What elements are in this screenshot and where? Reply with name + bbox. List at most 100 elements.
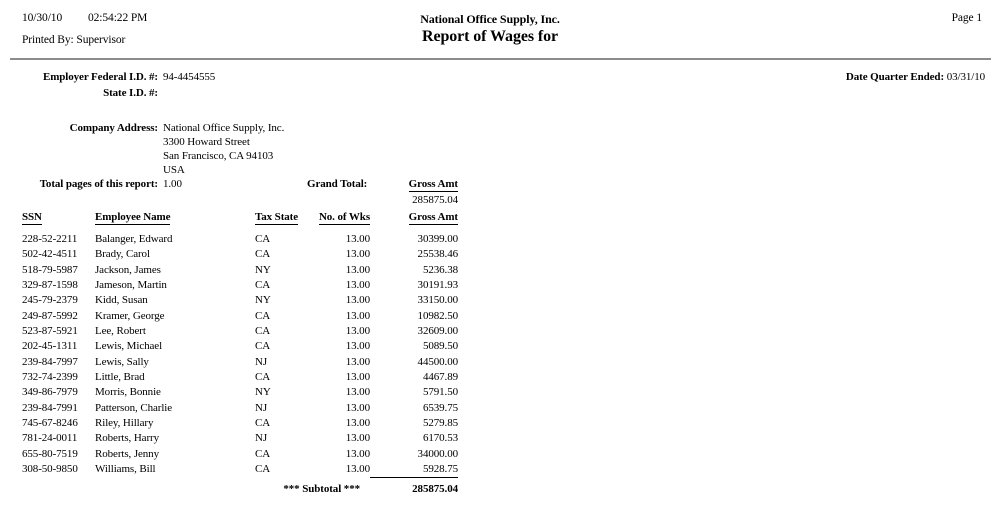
weeks-cell: 13.00: [345, 340, 370, 353]
employee-name-cell: Lewis, Michael: [95, 340, 163, 353]
employee-name-cell: Patterson, Charlie: [95, 401, 173, 414]
table-row: 202-45-1311 Lewis, Michael CA 13.00 5089.50: [22, 339, 458, 354]
gross-amt-cell: 5236.38: [422, 263, 458, 276]
weeks-cell: 13.00: [345, 263, 370, 276]
tax-state-cell: CA: [255, 462, 271, 475]
ssn-cell: 518-79-5987: [22, 263, 78, 276]
employee-name-header: Employee Name: [95, 211, 171, 225]
table-row: 249-87-5992 Kramer, George CA 13.00 10982.50: [22, 309, 458, 324]
tax-state-cell: CA: [255, 370, 271, 383]
subtotal-row: *** Subtotal *** 285875.04: [22, 477, 458, 497]
weeks-cell: 13.00: [345, 324, 370, 337]
table-row: 239-84-7997 Lewis, Sally NJ 13.00 44500.00: [22, 355, 458, 370]
table-row: 239-84-7991 Patterson, Charlie NJ 13.00 6539…: [22, 401, 458, 416]
company-address-label: Company Address:: [69, 122, 158, 134]
company-address-line-1: National Office Supply, Inc.: [163, 122, 285, 134]
wage-table-body: 228-52-2211 Balanger, Edward CA 13.00 30399.…: [22, 232, 458, 478]
employee-name-cell: Riley, Hillary: [95, 416, 154, 429]
report-title: Report of Wages for: [422, 28, 558, 45]
federal-id-label: Employer Federal I.D. #:: [42, 71, 158, 83]
weeks-cell: 13.00: [345, 416, 370, 429]
wage-table-header-row: SSN Employee Name Tax State No. of Wks G…: [22, 211, 458, 232]
gross-amt-header: Gross Amt: [408, 211, 458, 225]
tax-state-cell: CA: [255, 340, 271, 353]
tax-state-cell: NY: [255, 294, 271, 307]
ssn-cell: 745-67-8246: [22, 416, 78, 429]
ssn-cell: 732-74-2399: [22, 370, 78, 383]
ssn-cell: 308-50-9850: [22, 462, 78, 475]
ssn-cell: 502-42-4511: [22, 248, 78, 261]
date-quarter-label: Date Quarter Ended:: [845, 71, 945, 83]
tax-state-cell: NJ: [255, 355, 268, 368]
ssn-cell: 349-86-7979: [22, 386, 78, 399]
ssn-cell: 239-84-7997: [22, 355, 78, 368]
company-address-line-2: 3300 Howard Street: [163, 136, 250, 148]
employee-name-cell: Jameson, Martin: [95, 278, 167, 291]
subtotal-spacer: [22, 478, 255, 497]
table-row: 349-86-7979 Morris, Bonnie NY 13.00 5791.50: [22, 385, 458, 400]
ssn-cell: 249-87-5992: [22, 309, 78, 322]
gross-amt-cell: 6170.53: [422, 432, 458, 445]
weeks-cell: 13.00: [345, 370, 370, 383]
table-row: 502-42-4511 Brady, Carol CA 13.00 25538.46: [22, 247, 458, 262]
table-row: 245-79-2379 Kidd, Susan NY 13.00 33150.00: [22, 293, 458, 308]
printed-by: Printed By: Supervisor: [22, 34, 125, 46]
printed-by-value: Supervisor: [76, 34, 126, 46]
tax-state-cell: CA: [255, 447, 271, 460]
table-row: 745-67-8246 Riley, Hillary CA 13.00 5279.85: [22, 416, 458, 431]
tax-state-cell: CA: [255, 416, 271, 429]
date-quarter-ended: Date Quarter Ended: 03/31/10: [846, 71, 985, 83]
grand-total-label: Grand Total:: [307, 178, 368, 190]
total-pages-label: Total pages of this report:: [39, 178, 158, 190]
gross-amt-cell: 30191.93: [417, 278, 458, 291]
employee-name-cell: Lee, Robert: [95, 324, 146, 337]
ssn-cell: 239-84-7991: [22, 401, 78, 414]
gross-amt-cell: 4467.89: [422, 370, 458, 383]
gross-amt-cell: 5279.85: [422, 416, 458, 429]
grand-total-column-header: Gross Amt: [408, 178, 458, 192]
weeks-header: No. of Wks: [318, 211, 370, 225]
print-date: 10/30/10: [22, 12, 63, 24]
gross-amt-cell: 5928.75: [422, 462, 458, 475]
gross-amt-cell: 44500.00: [417, 355, 458, 368]
gross-amt-cell: 10982.50: [417, 309, 458, 322]
total-pages-value: 1.00: [163, 178, 182, 190]
tax-state-cell: CA: [255, 324, 271, 337]
company-address-line-4: USA: [163, 164, 185, 176]
table-row: 655-80-7519 Roberts, Jenny CA 13.00 34000.00: [22, 447, 458, 462]
gross-amt-cell: 30399.00: [417, 233, 458, 245]
employee-name-cell: Brady, Carol: [95, 248, 150, 261]
state-id-label: State I.D. #:: [103, 87, 158, 99]
tax-state-cell: NJ: [255, 401, 268, 414]
tax-state-cell: CA: [255, 233, 271, 245]
weeks-cell: 13.00: [345, 401, 370, 414]
header-divider: [10, 58, 991, 60]
weeks-cell: 13.00: [345, 233, 370, 245]
employee-name-cell: Kidd, Susan: [95, 294, 148, 307]
tax-state-cell: NY: [255, 263, 271, 276]
gross-amt-cell: 25538.46: [417, 248, 458, 261]
printed-by-label: Printed By:: [22, 34, 74, 46]
gross-amt-cell: 33150.00: [417, 294, 458, 307]
employee-name-cell: Jackson, James: [95, 263, 161, 276]
weeks-cell: 13.00: [345, 294, 370, 307]
ssn-cell: 202-45-1311: [22, 340, 78, 353]
table-row: 732-74-2399 Little, Brad CA 13.00 4467.89: [22, 370, 458, 385]
table-row: 329-87-1598 Jameson, Martin CA 13.00 30191.9…: [22, 278, 458, 293]
table-row: 523-87-5921 Lee, Robert CA 13.00 32609.00: [22, 324, 458, 339]
federal-id-value: 94-4454555: [163, 71, 216, 83]
table-row: 518-79-5987 Jackson, James NY 13.00 5236.38: [22, 263, 458, 278]
employee-name-cell: Little, Brad: [95, 370, 145, 383]
ssn-cell: 245-79-2379: [22, 294, 78, 307]
subtotal-label: *** Subtotal ***: [283, 482, 360, 495]
gross-amt-cell: 5089.50: [422, 340, 458, 353]
ssn-cell: 523-87-5921: [22, 324, 78, 337]
ssn-cell: 781-24-0011: [22, 432, 78, 445]
wage-table: SSN Employee Name Tax State No. of Wks G…: [22, 211, 458, 497]
weeks-cell: 13.00: [345, 355, 370, 368]
print-time: 02:54:22 PM: [88, 12, 148, 24]
company-address-line-3: San Francisco, CA 94103: [163, 150, 274, 162]
employee-name-cell: Williams, Bill: [95, 462, 156, 475]
employee-name-cell: Lewis, Sally: [95, 355, 149, 368]
